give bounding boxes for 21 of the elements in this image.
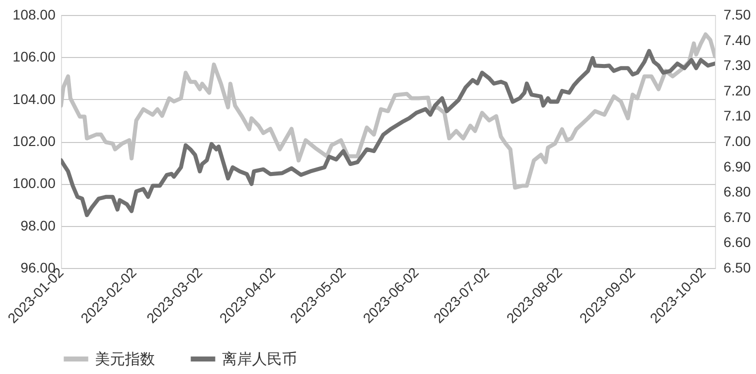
y2-tick-label: 6.50: [724, 260, 751, 276]
y2-tick-label: 6.80: [724, 184, 751, 200]
y2-tick-label: 7.30: [724, 57, 751, 74]
y-tick-label: 104.00: [12, 90, 56, 107]
y2-tick-label: 6.70: [724, 208, 751, 225]
line-series: [61, 48, 715, 218]
y2-tick-label: 6.60: [724, 234, 751, 250]
y-tick-label: 108.00: [12, 6, 56, 22]
y2-tick-label: 7.40: [724, 32, 751, 48]
y2-tick-label: 7.00: [724, 133, 751, 149]
y2-tick-label: 7.20: [724, 82, 751, 98]
y2-tick-label: 7.10: [724, 108, 751, 124]
y2-tick-label: 7.50: [724, 6, 751, 22]
y2-tick-label: 6.90: [724, 158, 751, 174]
legend-label: 美元指数: [95, 351, 155, 368]
line-series: [61, 32, 715, 190]
y-tick-label: 106.00: [12, 48, 56, 65]
y-tick-label: 100.00: [12, 175, 56, 192]
legend-label: 离岸人民币: [222, 351, 297, 368]
y-tick-label: 98.00: [20, 217, 56, 234]
y-tick-label: 102.00: [12, 133, 56, 149]
